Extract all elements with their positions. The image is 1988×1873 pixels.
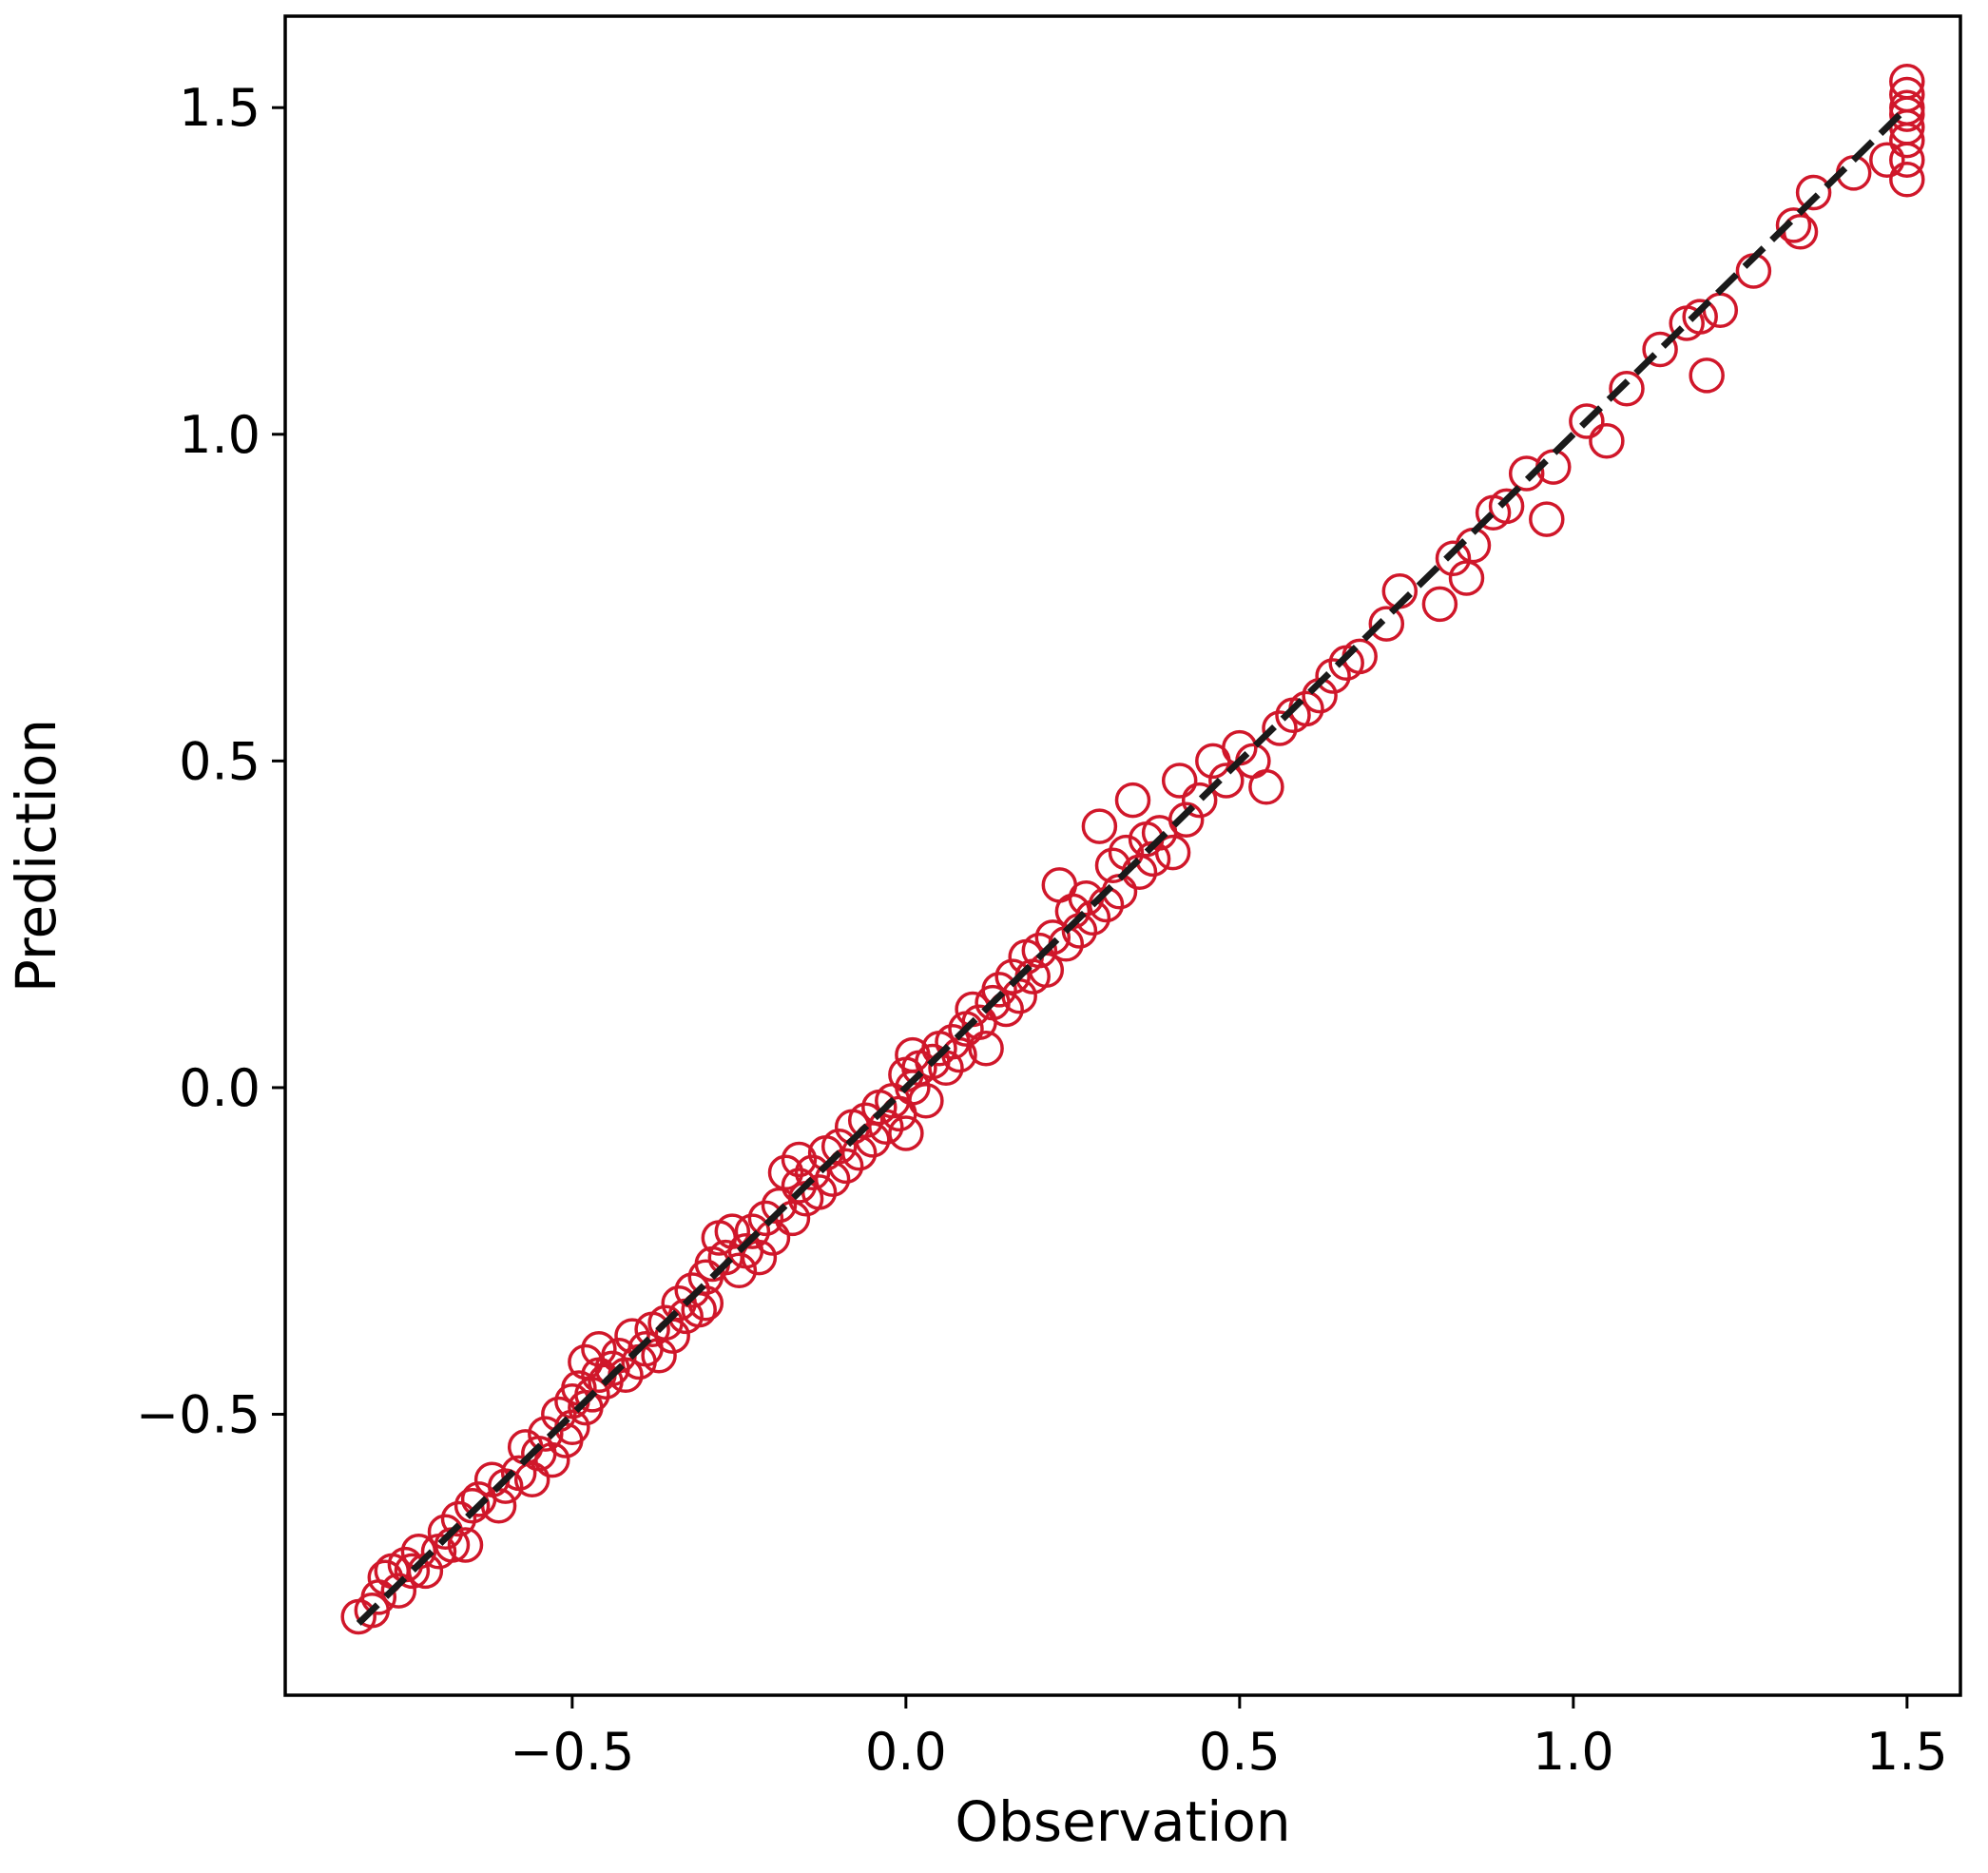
data-point <box>1081 808 1118 844</box>
x-tick-label: 0.0 <box>865 1722 947 1782</box>
data-point <box>908 1082 944 1119</box>
x-axis-label: Observation <box>955 1789 1290 1854</box>
data-point <box>1889 63 1925 100</box>
data-point <box>1021 932 1058 969</box>
data-point <box>454 1487 491 1524</box>
data-point <box>794 1154 831 1191</box>
y-tick-label: 0.0 <box>179 1058 261 1118</box>
data-point <box>847 1102 884 1139</box>
data-point <box>1702 292 1739 328</box>
data-point <box>1421 586 1458 623</box>
y-tick-label: −0.5 <box>136 1385 261 1445</box>
x-axis-ticks: −0.5 0.0 0.5 1.0 1.5 <box>510 1695 1948 1782</box>
data-point <box>534 1441 570 1478</box>
reference-line <box>356 105 1910 1626</box>
data-point <box>1262 710 1298 746</box>
y-tick-label: 1.5 <box>179 78 261 138</box>
data-point <box>513 1461 550 1497</box>
data-point <box>1889 89 1925 126</box>
data-point <box>641 1337 677 1374</box>
data-points-layer <box>340 63 1925 1635</box>
data-point <box>1795 174 1832 211</box>
data-point <box>1689 357 1725 394</box>
data-point <box>1609 370 1645 407</box>
data-point <box>1682 299 1718 335</box>
data-point <box>741 1239 778 1276</box>
data-point <box>1889 142 1925 178</box>
data-point <box>1154 834 1191 871</box>
data-point <box>767 1154 804 1191</box>
data-point <box>1488 488 1525 525</box>
y-axis-ticks: −0.5 0.0 0.5 1.0 1.5 <box>136 78 285 1445</box>
data-point <box>1589 422 1625 459</box>
data-point <box>574 1377 610 1413</box>
data-point <box>447 1527 484 1563</box>
y-tick-label: 1.0 <box>179 405 261 465</box>
data-point <box>1775 207 1812 243</box>
data-point <box>994 958 1031 994</box>
data-point <box>1181 782 1218 819</box>
data-point <box>1869 142 1905 178</box>
data-point <box>440 1500 477 1537</box>
data-point <box>1368 606 1405 642</box>
y-tick-label: 0.5 <box>179 731 261 791</box>
data-point <box>1448 560 1485 596</box>
data-point <box>1114 782 1151 819</box>
y-axis-label: Prediction <box>4 719 68 993</box>
x-tick-label: 1.0 <box>1533 1722 1614 1782</box>
data-point <box>1508 455 1545 492</box>
data-point <box>380 1573 417 1609</box>
data-point <box>781 1141 818 1178</box>
data-point <box>674 1272 710 1308</box>
data-point <box>568 1343 604 1381</box>
data-point <box>1529 501 1565 537</box>
x-tick-label: 0.5 <box>1199 1722 1281 1782</box>
data-point <box>581 1331 617 1367</box>
data-point <box>888 1115 924 1151</box>
data-point <box>981 972 1017 1008</box>
data-point <box>820 1129 858 1165</box>
data-point <box>1435 540 1472 577</box>
data-point <box>1569 403 1605 439</box>
data-point <box>1889 162 1925 198</box>
x-tick-label: 1.5 <box>1866 1722 1948 1782</box>
plot-frame <box>283 14 1962 1697</box>
data-point <box>1889 76 1925 113</box>
data-point <box>1315 658 1351 694</box>
data-point <box>1248 769 1284 805</box>
data-point <box>968 1030 1004 1067</box>
data-point <box>1642 331 1678 368</box>
data-point <box>747 1200 784 1237</box>
data-point <box>714 1213 751 1249</box>
data-point <box>487 1468 524 1504</box>
data-point <box>734 1213 771 1249</box>
data-point <box>394 1553 431 1590</box>
data-point <box>1161 763 1198 799</box>
x-tick-label: −0.5 <box>510 1722 634 1782</box>
data-point <box>1208 763 1245 799</box>
data-point <box>1168 801 1205 838</box>
data-point <box>528 1416 564 1452</box>
